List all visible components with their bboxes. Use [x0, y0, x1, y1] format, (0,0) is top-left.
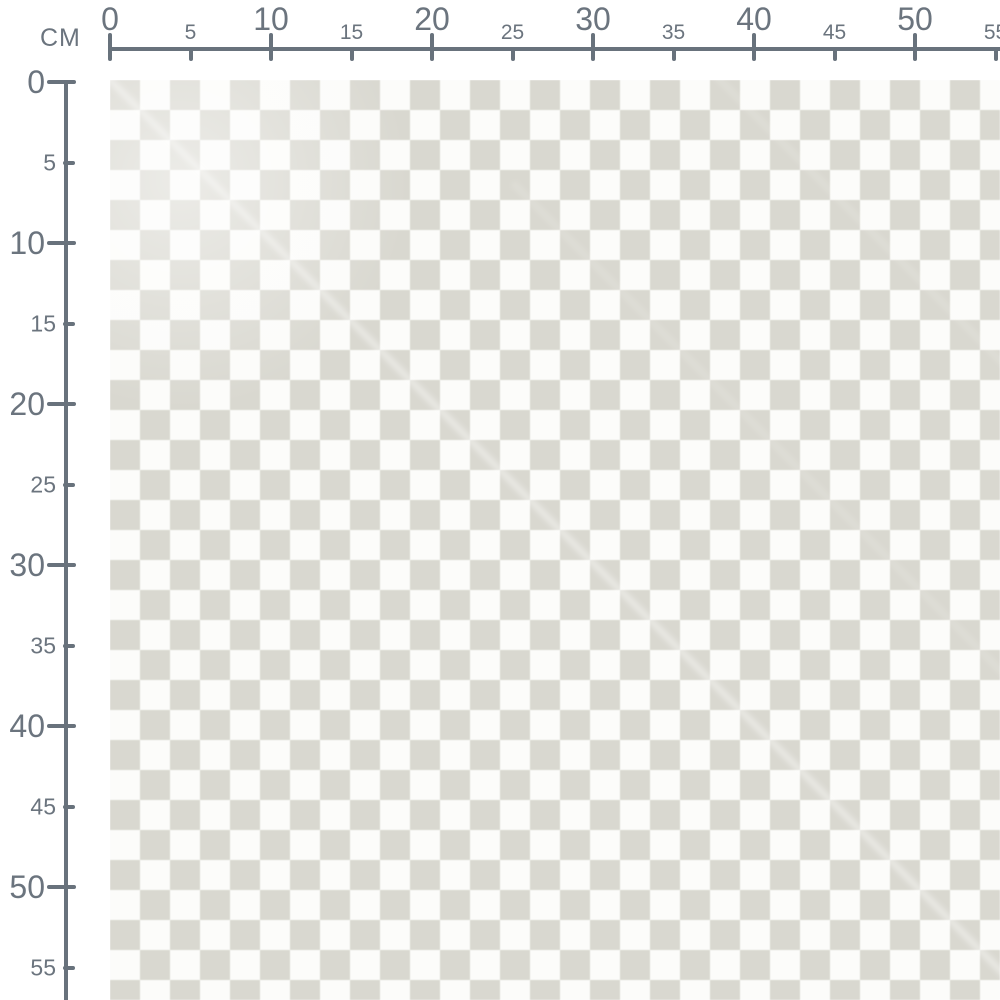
left-ruler-tick — [47, 80, 76, 84]
top-ruler-tick — [188, 49, 193, 61]
top-ruler-tick — [832, 49, 837, 61]
left-ruler-label: 55 — [30, 954, 56, 980]
left-ruler-tick — [63, 643, 75, 648]
top-ruler-line — [110, 47, 1000, 51]
left-ruler-label: 40 — [9, 708, 45, 744]
top-ruler-label: 5 — [184, 21, 197, 44]
left-ruler-label: 10 — [9, 225, 45, 261]
top-ruler-label: 25 — [500, 21, 525, 44]
top-ruler-label: 45 — [822, 21, 847, 44]
left-ruler-label: 30 — [9, 547, 45, 583]
left-ruler-tick — [47, 402, 76, 406]
left-ruler-tick — [63, 804, 75, 809]
top-ruler-tick — [510, 49, 515, 61]
left-ruler: 0 5 10 15 20 25 30 35 40 45 50 55 — [0, 0, 110, 1000]
top-ruler-tick — [993, 49, 998, 61]
top-ruler-tick — [671, 49, 676, 61]
left-ruler-tick — [47, 241, 76, 245]
top-ruler-label: 50 — [897, 1, 933, 37]
left-ruler-label: 0 — [27, 64, 45, 100]
top-ruler-tick — [430, 33, 434, 61]
left-ruler-label: 45 — [30, 793, 56, 819]
left-ruler-label: 20 — [9, 386, 45, 422]
top-ruler-label: 55 — [983, 21, 1000, 44]
top-ruler-tick — [913, 33, 917, 61]
fabric-swatch — [110, 80, 1000, 1000]
top-ruler-tick — [349, 49, 354, 61]
left-ruler-label: 25 — [30, 471, 56, 497]
left-ruler-tick — [47, 563, 76, 567]
left-ruler-tick — [63, 965, 75, 970]
left-ruler-tick — [63, 482, 75, 487]
left-ruler-label: 50 — [9, 869, 45, 905]
top-ruler-label: 10 — [253, 1, 289, 37]
top-ruler-label: 20 — [414, 1, 450, 37]
top-ruler-label: 0 — [101, 1, 119, 37]
left-ruler-tick — [63, 321, 75, 326]
top-ruler: 0 5 10 15 20 25 30 35 40 45 50 55 CM — [0, 0, 1000, 80]
left-ruler-line — [64, 80, 68, 1000]
top-ruler-label: 15 — [339, 21, 364, 44]
top-ruler-tick — [591, 33, 595, 61]
top-ruler-label: 35 — [661, 21, 686, 44]
left-ruler-label: 35 — [30, 632, 56, 658]
top-ruler-tick — [269, 33, 273, 61]
left-ruler-tick — [47, 724, 76, 728]
top-ruler-tick — [752, 33, 756, 61]
left-ruler-label: 15 — [30, 310, 56, 336]
light-wash-overlay — [110, 80, 1000, 1000]
left-ruler-tick — [47, 885, 76, 889]
ruler-unit-label: CM — [40, 24, 81, 52]
top-ruler-label: 40 — [736, 1, 772, 37]
left-ruler-tick — [63, 160, 75, 165]
top-ruler-label: 30 — [575, 1, 611, 37]
top-ruler-tick — [108, 33, 112, 61]
left-ruler-label: 5 — [43, 149, 56, 175]
